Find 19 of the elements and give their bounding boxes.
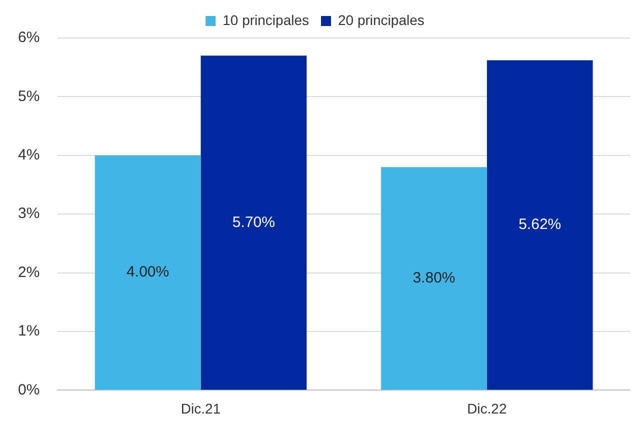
y-tick-label: 6% xyxy=(18,29,40,46)
x-tick-label: Dic.21 xyxy=(180,400,221,416)
y-tick-label: 0% xyxy=(18,381,40,398)
y-tick-label: 4% xyxy=(18,146,40,164)
y-tick-label: 5% xyxy=(18,88,40,105)
data-label: 4.00% xyxy=(126,264,170,281)
data-label: 3.80% xyxy=(412,270,456,287)
legend-label: 20 principales xyxy=(338,12,424,28)
bar xyxy=(486,60,593,390)
legend-label: 10 principales xyxy=(222,12,310,28)
bar xyxy=(94,155,201,390)
data-label: 5.70% xyxy=(232,214,275,231)
y-tick-label: 1% xyxy=(18,322,40,340)
bar xyxy=(381,167,487,390)
y-tick-label: 2% xyxy=(18,264,40,281)
y-tick-label: 3% xyxy=(18,205,40,222)
x-tick-label: Dic.22 xyxy=(467,400,507,416)
data-label: 5.62% xyxy=(518,216,562,234)
bar xyxy=(200,56,307,390)
